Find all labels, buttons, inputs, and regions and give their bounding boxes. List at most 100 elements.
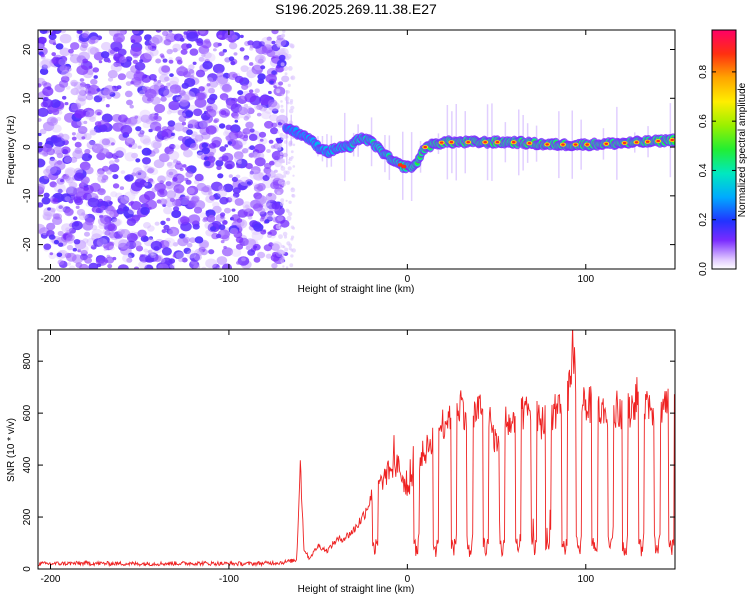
noise-speck [77,30,83,34]
noise-speck [236,164,241,169]
noise-speck [154,221,160,226]
noise-speck [222,49,227,53]
noise-speck [261,36,272,46]
noise-speck [284,247,289,252]
noise-speck [183,149,193,158]
noise-speck [143,164,148,169]
noise-speck [180,49,188,55]
noise-speck [249,128,255,133]
noise-speck [247,215,253,220]
noise-speck [276,42,281,47]
y-tick-label: 10 [22,92,33,104]
noise-speck [219,196,229,205]
noise-speck [280,198,285,203]
noise-speck [38,223,46,234]
noise-speck [49,252,54,256]
noise-speck [255,106,260,111]
noise-speck [135,126,142,132]
noise-speck [38,202,44,208]
y-tick-label: -10 [22,188,33,203]
noise-speck [231,229,238,234]
noise-speck [116,85,122,90]
noise-speck [198,45,210,55]
trace-hotspot [397,163,403,167]
noise-speck [281,93,284,97]
noise-speck [92,145,97,149]
noise-speck [224,144,229,148]
noise-speck [87,197,100,208]
trace-hotspot [656,139,660,143]
noise-speck [125,81,132,86]
noise-speck [88,262,99,269]
noise-speck [72,216,78,221]
noise-speck [38,107,49,117]
noise-speck [178,233,186,239]
noise-speck [169,76,180,85]
noise-speck [222,83,232,92]
noise-speck [52,30,62,34]
noise-speck [196,152,205,159]
noise-speck [209,80,219,88]
snr-panel: -200 -100 0 100 0 200 400 600 800 Height of str… [6,329,676,595]
noise-speck [203,51,212,59]
noise-speck [201,142,209,149]
y-tick-label: 20 [22,44,33,56]
noise-speck [204,160,211,167]
noise-speck [149,48,159,57]
noise-speck [48,234,56,240]
trace-hotspot [401,164,407,169]
x-tick-label: -200 [40,274,60,285]
noise-speck [256,183,266,191]
noise-speck [155,30,162,33]
noise-speck [245,114,251,119]
noise-speck [162,58,168,63]
noise-speck [216,256,228,265]
noise-speck [256,112,262,117]
colorbar-ticks: 0.0 0.2 0.4 0.6 0.8 [698,64,736,276]
noise-speck [122,253,133,263]
noise-speck [179,65,185,70]
noise-speck [265,212,275,221]
noise-speck [54,183,66,194]
noise-speck [186,242,193,248]
noise-speck [279,158,284,164]
noise-speck [74,141,82,148]
noise-speck [281,137,284,141]
noise-speck [280,62,285,67]
noise-speck [108,163,120,173]
noise-speck [167,226,180,237]
noise-speck [155,58,162,64]
noise-speck [216,266,223,269]
noise-speck [218,224,226,231]
noise-speck [58,58,67,66]
colorbar-tick-label: 0.8 [698,64,709,78]
noise-speck [133,240,142,248]
noise-speck [212,263,220,269]
noise-speck [280,49,285,54]
noise-speck [70,103,80,111]
noise-speck [266,170,276,178]
noise-speck [104,230,111,236]
noise-speck [157,188,168,198]
noise-speck [209,142,217,149]
noise-speck [81,153,92,162]
noise-speck [88,65,93,69]
noise-speck [65,85,71,90]
noise-speck [103,85,116,95]
noise-speck [254,105,258,109]
noise-speck [244,103,248,108]
noise-speck [96,88,101,92]
noise-speck [168,171,174,176]
noise-speck [81,42,89,49]
noise-speck [208,151,215,157]
noise-speck [254,88,260,93]
noise-speck [194,173,204,182]
noise-speck [58,242,64,247]
noise-speck [218,123,226,129]
noise-speck [38,43,44,51]
noise-speck [107,264,113,269]
noise-speck [286,180,291,185]
noise-speck [249,45,254,49]
noise-speck [180,221,192,232]
